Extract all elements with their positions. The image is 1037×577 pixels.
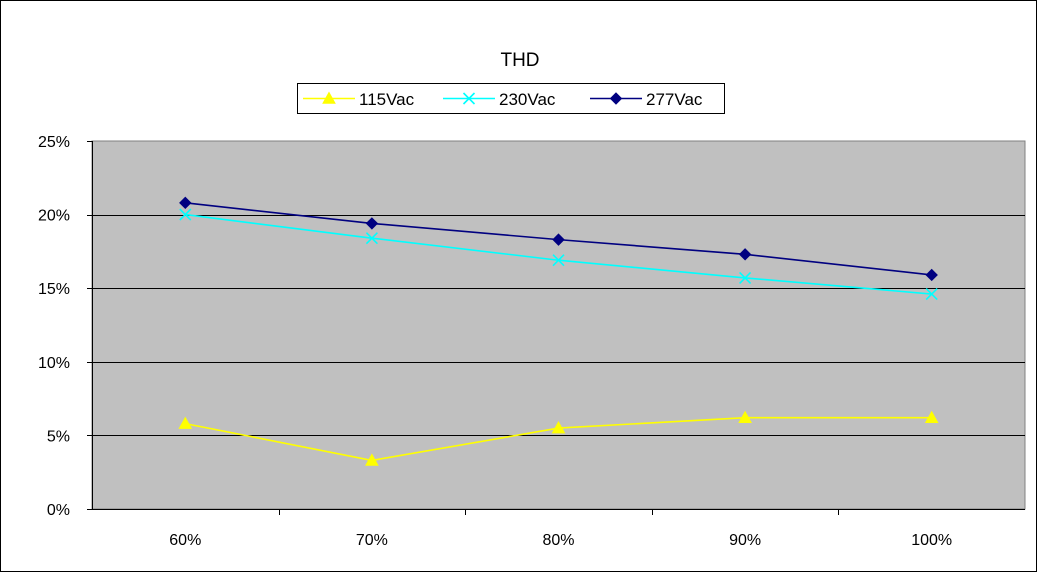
marker-stroke	[462, 92, 476, 105]
x-tick-label: 80%	[542, 532, 574, 549]
series-markers	[178, 196, 939, 466]
data-point-115vac	[551, 421, 566, 434]
data-point-277vac	[552, 233, 565, 246]
data-point-277vac	[925, 268, 938, 282]
data-point-277vac	[738, 248, 752, 261]
legend-label: 277Vac	[646, 90, 703, 109]
legend-box	[297, 83, 725, 114]
legend-item-277vac: 277Vac	[590, 90, 703, 109]
y-tick-label: 5%	[47, 428, 70, 445]
data-point-277vac	[365, 217, 379, 230]
marker-stroke	[739, 271, 752, 284]
legend: 115Vac 230Vac 277Vac	[297, 83, 725, 114]
x-tick-label: 100%	[911, 532, 952, 549]
axes	[92, 141, 1025, 510]
x-tick-label: 90%	[729, 532, 761, 549]
data-point-115vac	[365, 453, 379, 466]
x-tick-label: 70%	[356, 532, 388, 549]
data-point-230vac	[179, 208, 192, 221]
marker-stroke	[552, 254, 565, 267]
y-tick-label: 0%	[47, 502, 70, 519]
chart-title: THD	[500, 50, 539, 71]
y-tick-label: 15%	[38, 281, 70, 298]
legend-label: 230Vac	[499, 90, 556, 109]
legend-item-115vac: 115Vac	[303, 90, 415, 109]
data-point-277vac	[179, 196, 192, 210]
legend-label: 115Vac	[359, 90, 415, 109]
y-axis-ticks: 0% 5% 10% 15% 20% 25%	[38, 134, 92, 519]
x-axis-ticks: 60% 70% 80% 90% 100%	[169, 509, 952, 549]
data-point-115vac	[738, 410, 752, 424]
data-point-230vac	[739, 271, 752, 284]
marker-stroke	[925, 288, 938, 301]
y-tick-label: 10%	[38, 355, 70, 372]
data-point-115vac	[924, 410, 939, 424]
y-tick-label: 20%	[38, 208, 70, 225]
legend-item-230vac: 230Vac	[443, 90, 556, 109]
legend-swatch-marker	[609, 92, 623, 105]
x-tick-label: 60%	[169, 532, 201, 549]
marker-stroke	[365, 232, 378, 245]
legend-swatch-marker	[322, 91, 336, 104]
legend-swatch-marker	[462, 92, 476, 105]
data-point-230vac	[552, 254, 565, 267]
data-point-230vac	[925, 288, 938, 301]
marker-stroke	[179, 208, 192, 221]
data-point-230vac	[365, 232, 378, 245]
plot-area	[91, 140, 1026, 510]
data-point-115vac	[178, 416, 193, 429]
y-tick-label: 25%	[38, 134, 70, 151]
